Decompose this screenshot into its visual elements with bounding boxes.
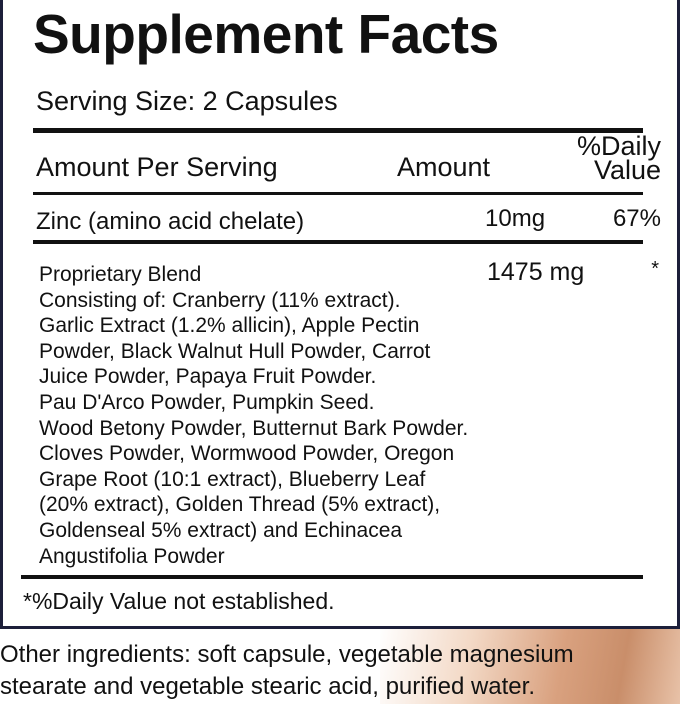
header-amount: Amount	[397, 152, 491, 182]
blend-dv: *	[651, 258, 659, 280]
header-daily-value: %Daily Value	[576, 131, 661, 185]
zinc-dv: 67%	[612, 205, 661, 232]
blend-line: Garlic Extract (1.2% allicin), Apple Pec…	[39, 314, 420, 338]
header-amount-per-serving: Amount Per Serving	[36, 152, 278, 182]
blend-line: Grape Root (10:1 extract), Blueberry Lea…	[39, 467, 426, 491]
blend-amount: 1475 mg	[487, 258, 585, 286]
divider-thick	[33, 128, 643, 133]
panel-title: Supplement Facts	[33, 3, 499, 65]
blend-line: Wood Betony Powder, Butternut Bark Powde…	[39, 416, 469, 440]
blend-ingredients: Proprietary Blend Consisting of: Cranber…	[39, 262, 468, 569]
header-dv-line2: Value	[593, 155, 661, 185]
blend-line: Powder, Black Walnut Hull Powder, Carrot	[39, 339, 431, 363]
background-photo	[380, 620, 680, 704]
blend-line: Consisting of: Cranberry (11% extract).	[39, 288, 401, 312]
zinc-name: Zinc (amino acid chelate)	[36, 208, 305, 235]
other-ingredients-line: Other ingredients: soft capsule, vegetab…	[0, 641, 574, 668]
divider-thick	[33, 240, 643, 244]
other-ingredients-line: stearate and vegetable stearic acid, pur…	[0, 673, 535, 700]
blend-line: Pau D'Arco Powder, Pumpkin Seed.	[39, 390, 375, 414]
blend-line: Goldenseal 5% extract) and Echinacea	[39, 518, 403, 542]
blend-line: Juice Powder, Papaya Fruit Powder.	[39, 365, 377, 389]
blend-line: Cloves Powder, Wormwood Powder, Oregon	[39, 442, 455, 466]
supplement-facts-panel: Supplement Facts Serving Size: 2 Capsule…	[0, 0, 680, 629]
divider	[33, 192, 643, 195]
blend-name: Proprietary Blend	[39, 263, 202, 286]
serving-size: Serving Size: 2 Capsules	[36, 86, 338, 116]
blend-line: Angustifolia Powder	[39, 544, 225, 568]
footnote: *%Daily Value not established.	[23, 588, 335, 614]
zinc-amount: 10mg	[485, 205, 546, 232]
header-dv-line1: %Daily	[576, 131, 661, 161]
blend-line: (20% extract), Golden Thread (5% extract…	[39, 493, 441, 517]
other-ingredients: Other ingredients: soft capsule, vegetab…	[0, 639, 574, 703]
divider-thick	[21, 575, 643, 579]
